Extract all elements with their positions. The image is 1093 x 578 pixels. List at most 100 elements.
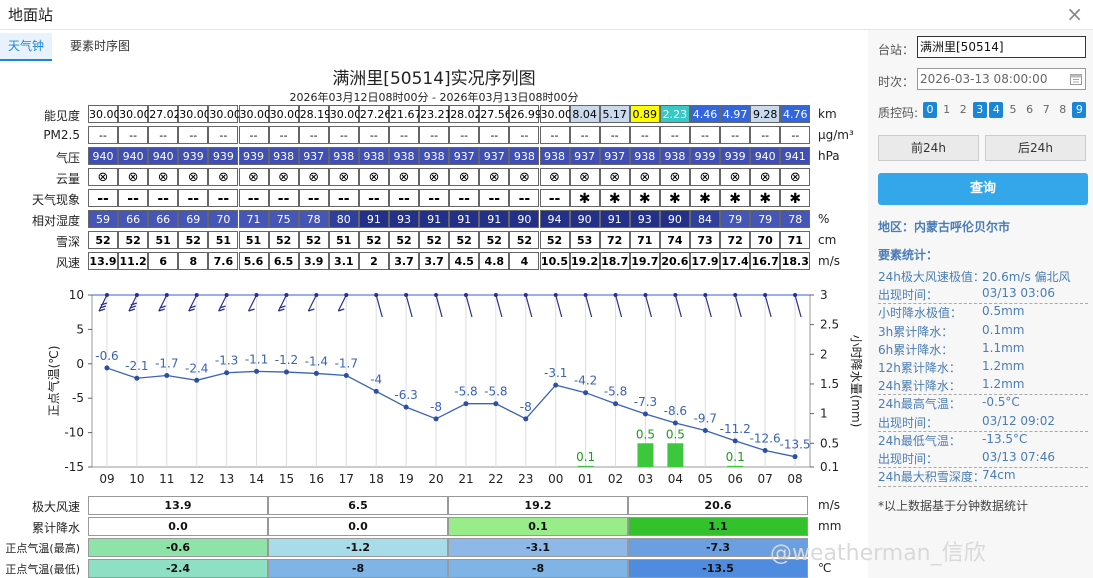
table-cell: ⊗ xyxy=(178,168,209,186)
summary-cell: 13.9 xyxy=(88,496,268,515)
summary-row-label: 极大风速 xyxy=(31,500,80,514)
wind-barb xyxy=(703,293,712,318)
stat-value: 03/13 03:06 xyxy=(982,286,1055,301)
temperature-line xyxy=(106,367,796,458)
stat-separator xyxy=(878,430,1088,432)
stats-footnote: *以上数据基于分钟数据统计 xyxy=(878,499,1029,513)
qc-code-7[interactable]: 7 xyxy=(1042,103,1050,116)
table-cell: 937 xyxy=(479,147,510,165)
table-cell: 52 xyxy=(449,231,480,249)
stat-label: 出现时间： xyxy=(878,415,939,430)
table-cell: ⊗ xyxy=(659,168,690,186)
stat-separator xyxy=(878,303,1088,305)
table-cell: 938 xyxy=(539,147,570,165)
stat-label: 6h累计降水： xyxy=(878,342,954,357)
table-cell: 19.2 xyxy=(569,252,600,270)
table-cell: ⊗ xyxy=(389,168,419,186)
table-cell: 52 xyxy=(298,231,329,249)
stats-title: 要素统计： xyxy=(878,248,939,262)
temperature-data-label: -5.8 xyxy=(604,385,627,399)
table-cell: -- xyxy=(419,189,450,207)
table-cell: 2 xyxy=(358,252,389,270)
table-cell: ⊗ xyxy=(358,168,389,186)
table-cell: 19.7 xyxy=(629,252,660,270)
stat-value: 20.6m/s 偏北风 xyxy=(982,270,1071,284)
table-cell: -- xyxy=(419,126,450,144)
station-input[interactable]: 满洲里[50514] xyxy=(917,36,1086,58)
watermark: @weatherman_信欣 xyxy=(770,541,986,566)
table-cell: 52 xyxy=(419,231,450,249)
window-titlebar: 地面站 × xyxy=(0,0,1093,30)
table-cell: 4.5 xyxy=(449,252,480,270)
y-tick-label: 5 xyxy=(76,322,84,336)
row-label: 天气现象 xyxy=(31,193,80,207)
row-label: 云量 xyxy=(55,172,80,186)
table-cell: ⊗ xyxy=(599,168,630,186)
y-tick-label: -5 xyxy=(72,391,84,405)
table-cell: 74 xyxy=(659,231,690,249)
prev-24h-button[interactable]: 前24h xyxy=(878,135,979,161)
qc-code-4[interactable]: 4 xyxy=(989,102,1004,118)
table-cell: 91 xyxy=(599,210,630,228)
calendar-icon[interactable] xyxy=(1070,73,1082,85)
temperature-point xyxy=(642,411,648,417)
table-cell: -- xyxy=(629,126,660,144)
tab-weather-clock[interactable]: 天气钟 xyxy=(0,33,53,61)
qc-code-0[interactable]: 0 xyxy=(923,102,937,118)
table-cell: -- xyxy=(208,126,239,144)
close-icon[interactable]: × xyxy=(1066,2,1083,26)
qc-code-8[interactable]: 8 xyxy=(1059,103,1067,116)
qc-code-2[interactable]: 2 xyxy=(959,103,967,116)
time-input[interactable]: 2026-03-13 08:00:00 xyxy=(917,68,1086,90)
table-cell: ⊗ xyxy=(690,168,720,186)
table-cell: -- xyxy=(88,126,118,144)
temperature-data-label: -4 xyxy=(370,372,382,386)
table-cell: 30.00 xyxy=(539,105,572,123)
stat-label: 出现时间： xyxy=(878,288,939,303)
table-cell: -- xyxy=(599,126,630,144)
temperature-data-label: -13.5 xyxy=(780,438,811,452)
x-tick-label: 18 xyxy=(369,472,384,486)
table-cell: 27.26 xyxy=(358,105,391,123)
x-tick-label: 14 xyxy=(249,472,264,486)
table-cell: 3.9 xyxy=(298,252,329,270)
table-cell: ⊗ xyxy=(479,168,510,186)
table-cell: -- xyxy=(118,189,149,207)
summary-cell: -13.5 xyxy=(628,559,808,578)
tab-element-timeseries[interactable]: 要素时序图 xyxy=(70,39,131,53)
temperature-data-label: -8 xyxy=(520,400,532,414)
table-cell: -- xyxy=(539,126,570,144)
x-tick-label: 11 xyxy=(159,472,174,486)
table-cell: 941 xyxy=(780,147,811,165)
table-cell: 5.17 xyxy=(599,105,630,123)
table-cell: 938 xyxy=(659,147,690,165)
table-cell: 66 xyxy=(148,210,179,228)
table-cell: 2.23 xyxy=(659,105,690,123)
qc-code-3[interactable]: 3 xyxy=(972,102,987,118)
summary-cell: 1.1 xyxy=(628,517,808,536)
stat-separator xyxy=(878,486,1088,488)
summary-row-unit: ℃ xyxy=(818,561,832,575)
row-unit: km xyxy=(818,107,837,121)
qc-code-1[interactable]: 1 xyxy=(943,103,951,116)
temperature-point xyxy=(553,382,559,388)
query-button[interactable]: 查询 xyxy=(878,173,1088,205)
summary-cell: 6.5 xyxy=(268,496,448,515)
table-cell: -- xyxy=(659,126,690,144)
table-cell: -- xyxy=(780,126,811,144)
table-cell: 28.19 xyxy=(298,105,331,123)
precip-bar xyxy=(577,465,594,467)
table-cell: 27.02 xyxy=(148,105,181,123)
qc-code-5[interactable]: 5 xyxy=(1009,103,1017,116)
x-tick-label: 21 xyxy=(458,472,473,486)
precip-data-label: 0.1 xyxy=(726,450,745,464)
table-cell: 937 xyxy=(449,147,480,165)
next-24h-button[interactable]: 后24h xyxy=(985,135,1086,161)
time-value: 2026-03-13 08:00:00 xyxy=(920,72,1048,86)
qc-code-6[interactable]: 6 xyxy=(1026,103,1034,116)
summary-cell: -8 xyxy=(448,559,628,578)
table-cell: 73 xyxy=(690,231,720,249)
stat-label: 小时降水极值： xyxy=(878,306,963,321)
qc-code-9[interactable]: 9 xyxy=(1072,102,1087,118)
table-cell: 52 xyxy=(358,231,389,249)
